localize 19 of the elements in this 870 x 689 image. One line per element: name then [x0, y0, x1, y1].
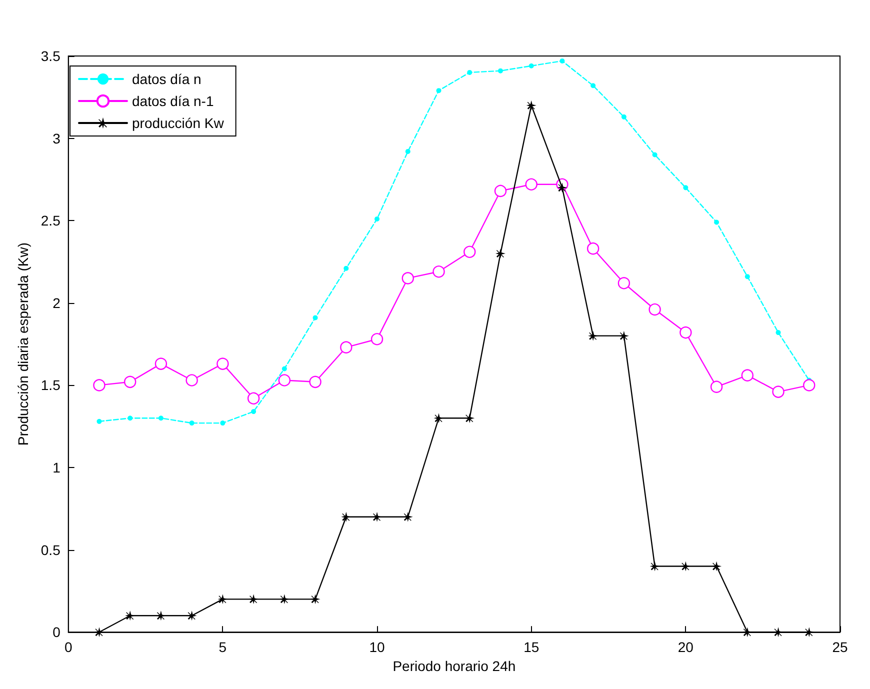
x-tick-label: 0 — [64, 639, 72, 656]
y-tick-label: 0.5 — [40, 542, 61, 558]
x-tick-label: 10 — [369, 639, 386, 656]
y-tick-label: 2.5 — [40, 212, 61, 229]
y-axis-title: Producción diaria esperada (Kw) — [15, 242, 31, 446]
x-axis-title: Periodo horario 24h — [392, 658, 516, 674]
y-tick-label: 3.5 — [40, 48, 61, 64]
y-tick-label: 1 — [52, 460, 61, 476]
legend-label: producción Kw — [132, 115, 225, 131]
y-tick-label: 2 — [52, 294, 61, 311]
x-tick-label: 20 — [678, 639, 694, 656]
x-tick-label: 15 — [524, 639, 540, 656]
y-tick-label: 0 — [52, 624, 61, 640]
legend-label: datos día n — [132, 71, 202, 87]
y-tick-label: 1.5 — [40, 377, 61, 394]
x-tick-label: 5 — [218, 639, 227, 656]
x-tick-label: 25 — [832, 639, 848, 656]
y-tick-label: 3 — [52, 130, 61, 146]
legend-label: datos día n-1 — [132, 93, 214, 109]
